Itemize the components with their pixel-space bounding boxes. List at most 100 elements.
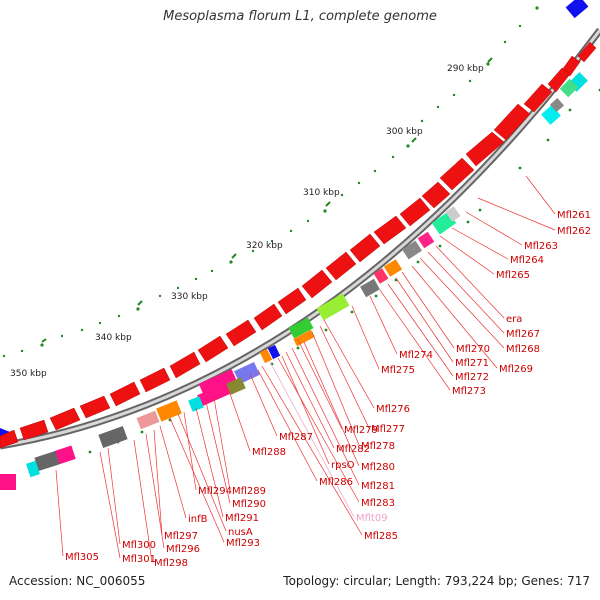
leader-line [379, 289, 451, 391]
leader-line [205, 401, 231, 504]
gene-label[interactable]: Mfl289 [232, 486, 266, 497]
tick-label: 320 kbp [246, 241, 283, 251]
gene-label[interactable]: Mfl288 [252, 447, 286, 458]
leader-line [291, 347, 360, 486]
gene-label[interactable]: Mfl305 [65, 552, 99, 563]
gene-label[interactable]: Mfl282 [336, 444, 370, 455]
gene-label[interactable]: Mfl271 [455, 358, 489, 369]
tick-label: 300 kbp [386, 127, 423, 137]
gene-label[interactable]: Mfl279 [344, 425, 378, 436]
leader-line [55, 469, 64, 557]
gene-label[interactable]: Mfl290 [232, 499, 266, 510]
leader-line [395, 277, 454, 363]
genome-summary-text: Topology: circular; Length: 793,224 bp; … [283, 574, 590, 588]
leader-line [183, 411, 197, 491]
gene-labels: Mfl261 Mfl262 Mfl263 Mfl264 Mfl265 era Mfl267 M… [65, 210, 591, 569]
leader-line [311, 331, 360, 446]
gene-label[interactable]: Mfl293 [226, 538, 260, 549]
gene-label[interactable]: Mflt09 [356, 513, 388, 524]
tick-label: 340 kbp [95, 333, 132, 343]
gene-label[interactable]: Mfl275 [381, 365, 415, 376]
leader-line [227, 387, 251, 452]
gene-label[interactable]: infB [188, 514, 208, 525]
leader-line [107, 447, 121, 545]
accession-text: Accession: NC_006055 [9, 574, 146, 588]
gene-label[interactable]: Mfl273 [452, 386, 486, 397]
gene-label[interactable]: Mfl272 [455, 372, 489, 383]
gene-label[interactable]: Mfl268 [506, 344, 540, 355]
gene-label[interactable]: Mfl291 [225, 513, 259, 524]
gene-label[interactable]: Mfl277 [371, 424, 405, 435]
map-title: Mesoplasma florum L1, complete genome [163, 9, 437, 24]
gene-label[interactable]: era [506, 314, 522, 325]
gene-label[interactable]: Mfl263 [524, 241, 558, 252]
leader-lines [55, 175, 556, 563]
leader-line [213, 397, 231, 491]
leader-line [249, 373, 278, 437]
gene-label[interactable]: Mfl286 [319, 477, 353, 488]
gene-label[interactable]: Mfl265 [496, 270, 530, 281]
leader-line [269, 361, 355, 518]
leader-line [419, 257, 505, 349]
gene-label[interactable]: nusA [228, 527, 253, 538]
gene-label[interactable]: Mfl300 [122, 540, 156, 551]
tick-marks [41, 57, 493, 343]
reverse-strand-genes [0, 41, 597, 449]
gene-label[interactable]: Mfl287 [279, 432, 313, 443]
leader-line [297, 339, 343, 430]
leader-line [145, 433, 165, 549]
gene-label[interactable]: Mfl285 [364, 531, 398, 542]
tick-label: 290 kbp [447, 64, 484, 74]
leader-line [439, 235, 495, 275]
leader-line [369, 295, 398, 355]
leader-line [465, 211, 523, 246]
gene-label[interactable]: Mfl298 [154, 558, 188, 569]
leader-line [411, 265, 498, 369]
gene-label[interactable]: Mfl264 [510, 255, 544, 266]
gene-label[interactable]: Mfl261 [557, 210, 591, 221]
leader-line [303, 341, 360, 467]
leader-line [169, 417, 225, 543]
genome-backbone-highlight [0, 29, 600, 448]
gene-label[interactable]: Mfl294 [198, 486, 232, 497]
gene-label[interactable]: Mfl278 [361, 441, 395, 452]
leader-line [477, 197, 556, 231]
gene-label[interactable]: Mfl262 [557, 226, 591, 237]
leader-line [177, 413, 227, 532]
gene-label[interactable]: Mfl297 [164, 531, 198, 542]
gene-label[interactable]: Mfl269 [499, 364, 533, 375]
leader-line [451, 227, 509, 260]
gene-label[interactable]: Mfl281 [361, 481, 395, 492]
leader-line [401, 271, 455, 349]
leader-line [257, 369, 318, 482]
leader-line [153, 429, 163, 536]
outer-ring-dots [2, 6, 539, 358]
leader-line [277, 357, 360, 503]
leader-line [281, 355, 330, 465]
gene-label[interactable]: Mfl276 [376, 404, 410, 415]
forward-strand-genes [0, 0, 589, 442]
leader-line [195, 407, 224, 518]
leader-line [319, 325, 370, 429]
gene-label[interactable]: Mfl274 [399, 350, 433, 361]
leader-line [285, 351, 335, 449]
tick-labels: 290 kbp 300 kbp 310 kbp 320 kbp 330 kbp 340 k… [10, 64, 484, 379]
gene-label[interactable]: Mfl296 [166, 544, 200, 555]
leader-line [525, 175, 556, 215]
leader-line [351, 305, 380, 370]
gene-label[interactable]: rpsO [331, 460, 355, 471]
gene-label[interactable]: Mfl280 [361, 462, 395, 473]
inner-gene-blocks [0, 72, 588, 490]
leader-line [387, 283, 454, 377]
leader-line [99, 451, 121, 559]
leader-line [133, 439, 153, 563]
leader-line [435, 245, 505, 319]
gene-label[interactable]: Mfl301 [122, 554, 156, 565]
tick-label: 350 kbp [10, 369, 47, 379]
gene-label[interactable]: Mfl267 [506, 329, 540, 340]
tick-label: 330 kbp [171, 292, 208, 302]
gene-label[interactable]: Mfl270 [456, 344, 490, 355]
gene-label[interactable]: Mfl283 [361, 498, 395, 509]
leader-line [323, 319, 375, 409]
